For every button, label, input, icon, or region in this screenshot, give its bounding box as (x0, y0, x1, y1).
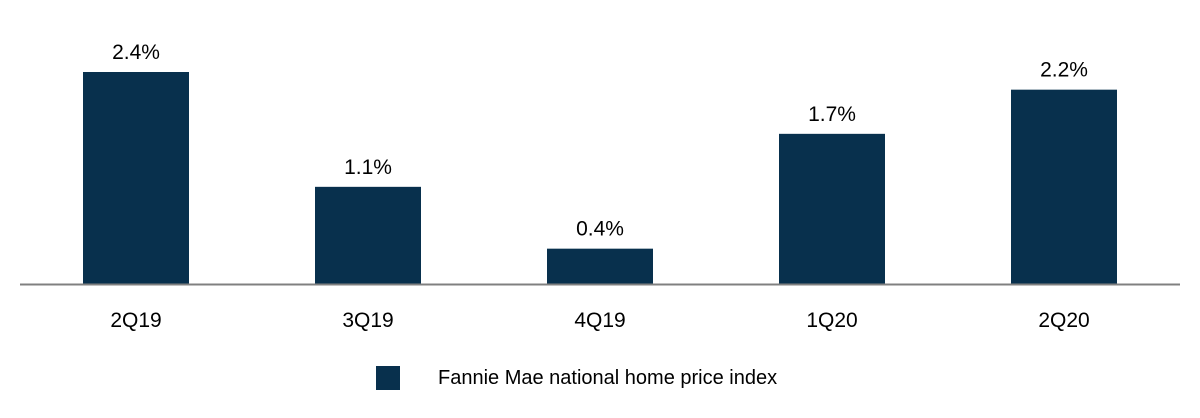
x-tick-labels-group: 2Q19 3Q19 4Q19 1Q20 2Q20 (110, 309, 1089, 332)
x-tick-label-1Q20: 1Q20 (806, 309, 857, 332)
value-label-2Q19: 2.4% (112, 41, 160, 64)
bar-2Q20 (1011, 89, 1117, 285)
bar-3Q19 (315, 186, 421, 284)
value-label-4Q19: 0.4% (576, 218, 624, 241)
bars-group (83, 72, 1117, 285)
value-label-3Q19: 1.1% (344, 156, 392, 179)
x-tick-label-2Q20: 2Q20 (1038, 309, 1089, 332)
value-label-1Q20: 1.7% (808, 103, 856, 126)
value-labels-group: 2.4% 1.1% 0.4% 1.7% 2.2% (112, 41, 1088, 241)
x-tick-label-2Q19: 2Q19 (110, 309, 161, 332)
legend-label: Fannie Mae national home price index (438, 366, 778, 389)
x-tick-label-3Q19: 3Q19 (342, 309, 393, 332)
bar-1Q20 (779, 133, 885, 284)
legend: Fannie Mae national home price index (376, 366, 777, 390)
bar-2Q19 (83, 72, 189, 284)
value-label-2Q20: 2.2% (1040, 59, 1088, 82)
x-tick-label-4Q19: 4Q19 (574, 309, 625, 332)
bar-4Q19 (547, 248, 653, 284)
legend-swatch (376, 366, 400, 390)
